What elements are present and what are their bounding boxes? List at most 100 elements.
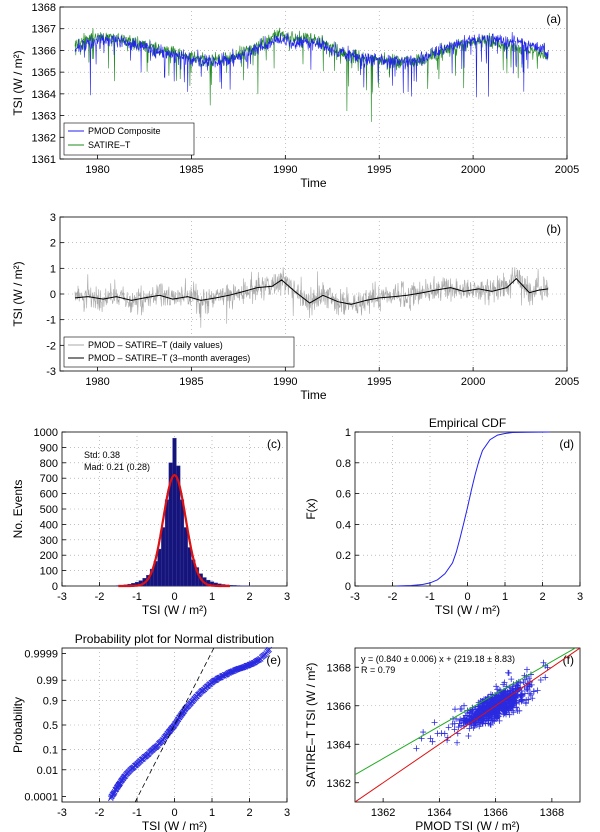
panel-c-ytick-label: 100 [40, 566, 58, 578]
panel-d-xtick-label: 3 [577, 591, 583, 603]
panel-f-point [488, 712, 495, 719]
panel-d-xtick-label: 2 [539, 591, 545, 603]
panel-f-point [537, 677, 544, 684]
panel-d-xtick-label: -3 [350, 591, 360, 603]
panel-f-xlabel: PMOD TSI (W / m²) [415, 819, 519, 832]
panel-f-point [521, 690, 528, 697]
panel-c-ytick-label: 700 [40, 473, 58, 485]
panel-d-title: Empirical CDF [429, 416, 506, 430]
panel-b-legend [63, 336, 295, 368]
panel-f-point [542, 674, 549, 681]
panel-f-point [508, 695, 515, 702]
panel-f-point [461, 702, 468, 709]
panel-c-tag: (c) [267, 437, 281, 451]
panel-c-ytick-label: 800 [40, 458, 58, 470]
panel-c-annotation-mad: Mad: 0.21 (0.28) [84, 462, 150, 472]
panel-f-point [471, 722, 478, 729]
panel-f-point [529, 695, 536, 702]
panel-f-point [484, 705, 491, 712]
panel-e-ytick-label: 0.99 [37, 675, 58, 687]
panel-a-ytick-label: 1363 [32, 111, 56, 123]
panel-c-annotation-std: Std: 0.38 [84, 450, 120, 460]
panel-f-point [509, 704, 516, 711]
panel-f-point [454, 739, 461, 746]
panel-f-point [429, 738, 436, 745]
panel-f-point [503, 711, 510, 718]
panel-c-ytick-label: 400 [40, 519, 58, 531]
panel-b-ytick-label: -2 [46, 340, 56, 352]
panel-b-xlabel: Time [300, 388, 327, 402]
panel-e-xtick-label: -1 [132, 807, 142, 819]
panel-f-point [527, 692, 534, 699]
panel-f-point [493, 698, 500, 705]
panel-c-ytick-label: 600 [40, 489, 58, 501]
panel-d-ylabel: F(x) [304, 498, 318, 519]
panel-a-ytick-label: 1367 [32, 24, 56, 36]
panel-a-legend-label: SATIRE–T [88, 140, 131, 150]
panel-e-xtick-label: 2 [246, 807, 252, 819]
panel-c-ytick-label: 900 [40, 442, 58, 454]
panel-f-point [482, 720, 489, 727]
panel-d-xtick-label: 0 [464, 591, 470, 603]
panel-f-point [519, 691, 526, 698]
panel-a-ytick-label: 1365 [32, 67, 56, 79]
panel-c-xtick-label: -2 [95, 591, 105, 603]
panel-d-ytick-label: 0 [345, 581, 351, 593]
panel-f-point [487, 720, 494, 727]
panel-b-series-daily [74, 267, 549, 328]
panel-f-ytick-label: 1364 [327, 739, 351, 751]
panel-e-ytick-label: 0.1 [43, 745, 58, 757]
panel-f-point [487, 722, 494, 729]
panel-e-ytick-label: 0.01 [37, 765, 58, 777]
panel-f-point [495, 704, 502, 711]
panel-f-point [519, 696, 526, 703]
panel-f-annotation-fit: y = (0.840 ± 0.006) x + (219.18 ± 8.83) [361, 654, 515, 664]
panel-a-ytick-label: 1361 [32, 154, 56, 166]
panel-b-ytick-label: 3 [50, 212, 56, 224]
panel-a-xtick-label: 1995 [367, 164, 391, 176]
panel-d-ytick-label: 0.6 [336, 489, 351, 501]
panel-e-xtick-label: 3 [284, 807, 290, 819]
panel-c-bar [183, 527, 188, 587]
panel-f-point [438, 730, 445, 737]
panel-e-reference-line [134, 647, 215, 803]
panel-f-ytick-label: 1368 [327, 662, 351, 674]
panel-e-xlabel: TSI (W / m²) [142, 819, 207, 832]
panel-c-xtick-label: -1 [132, 591, 142, 603]
panel-b-ylabel: TSI (W / m²) [11, 261, 25, 326]
panel-b-xtick-label: 1995 [367, 376, 391, 388]
panel-f-point [500, 681, 507, 688]
panel-c-ytick-label: 200 [40, 550, 58, 562]
panel-b-ytick-label: 2 [50, 238, 56, 250]
panel-f-point [413, 745, 420, 752]
panel-f-point [431, 719, 438, 726]
panel-f-point [472, 719, 479, 726]
panel-f-point [457, 716, 464, 723]
panel-c-fit-curve [118, 473, 230, 588]
panel-f-point [517, 680, 524, 687]
panel-f-point [427, 735, 434, 742]
panel-f-point [534, 687, 541, 694]
panel-b-ytick-label: 0 [50, 289, 56, 301]
panel-f-ylabel: SATIRE–T TSI (W / m²) [304, 663, 318, 788]
panel-e-xtick-label: 0 [171, 807, 177, 819]
panel-f-xtick-label: 1364 [427, 807, 451, 819]
panel-f-point [465, 733, 472, 740]
panel-e-ytick-label: 0.5 [43, 720, 58, 732]
panel-a-ytick-label: 1366 [32, 45, 56, 57]
panel-a-xtick-label: 2000 [461, 164, 485, 176]
panel-f-ytick-label: 1366 [327, 701, 351, 713]
panel-d-xlabel: TSI (W / m²) [435, 603, 500, 617]
panel-c-bar [187, 547, 192, 587]
panel-c-ytick-label: 300 [40, 535, 58, 547]
panel-d-ytick-label: 1 [345, 427, 351, 439]
panel-f-point [451, 706, 458, 713]
panel-f-point [526, 675, 533, 682]
panel-e-xtick-label: -2 [95, 807, 105, 819]
panel-a-xlabel: Time [300, 176, 327, 190]
panel-d-tag: (d) [559, 437, 574, 451]
panel-f-point [505, 669, 512, 676]
panel-c-xtick-label: 2 [246, 591, 252, 603]
panel-e-tag: (e) [266, 653, 281, 667]
